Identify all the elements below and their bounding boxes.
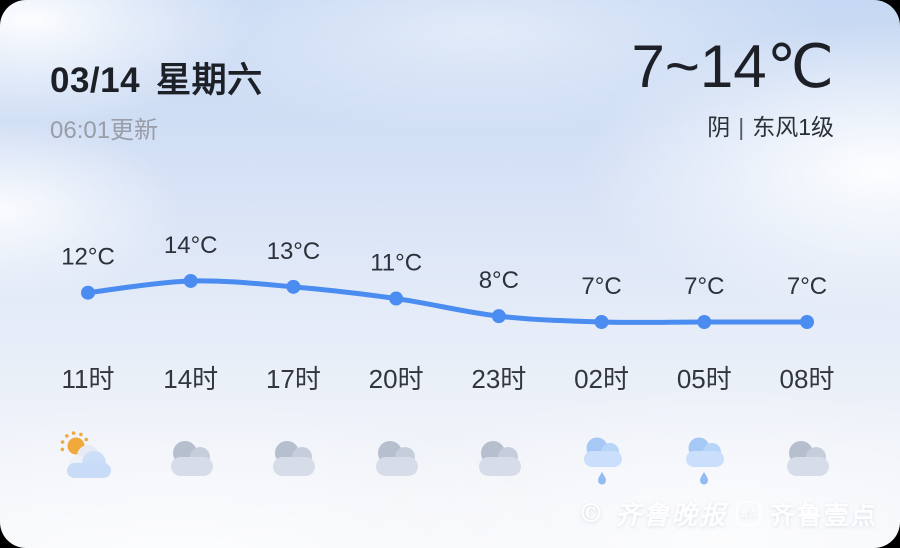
temp-label: 14°C [164,232,218,259]
weather-icon-cell [159,428,223,490]
cloudy-icon [376,441,419,476]
temp-point [697,315,712,329]
time-label: 23时 [471,364,527,394]
yidian-badge-icon: 壹点 [735,501,761,526]
copyright-icon: © [577,498,606,529]
time-label: 17时 [265,364,321,394]
temp-point [491,309,506,324]
temp-label: 8°C [479,267,519,294]
condition-line: 阴 | 东风1级 [707,108,834,142]
temp-label: 7°C [787,273,827,300]
temp-label: 7°C [581,273,621,300]
weather-icon-cell [56,428,120,490]
condition: 阴 [707,114,731,140]
weather-icon-cell [672,428,736,490]
wind: 东风1级 [752,114,834,140]
time-label: 08时 [779,364,835,394]
temp-label: 11°C [370,250,422,277]
time-label: 02时 [574,364,630,394]
temp-point [389,291,404,306]
weekday: 星期六 [156,61,263,100]
time-axis: 11时 14时 17时 20时 23时 02时 05时 08时 [0,362,900,396]
weather-icon-cell [261,428,325,490]
cloudy-icon [273,441,316,476]
temperature-chart: 12°C 14°C 13°C 11°C 8°C 7°C 7°C 7°C [61,232,827,329]
weather-icon-cell [775,428,839,490]
date: 03/14 [50,61,141,100]
cloudy-icon [787,441,829,476]
watermark: © 齐鲁晚报 壹点 齐鲁壹点 [578,495,878,532]
temp-point [81,285,95,300]
temp-label: 7°C [684,273,724,300]
weather-icons-row [0,428,900,490]
temp-range: 7~14℃ [631,33,834,100]
update-time: 06:01更新 [50,117,159,144]
temp-label: 12°C [61,244,115,271]
paper-name: 齐鲁晚报 [614,501,727,531]
temperature-line [85,278,810,325]
temp-point [800,315,814,329]
light-rain-icon [686,437,725,485]
weather-icon-cell [570,428,634,490]
temp-label: 13°C [267,238,321,265]
brand-name: 齐鲁壹点 [769,501,878,530]
weather-icon-cell [364,428,428,490]
temp-point [594,315,609,329]
cloudy-icon [478,441,521,476]
temp-point [183,273,198,288]
time-label: 14时 [163,364,219,394]
date-line: 03/14 星期六 [50,52,263,103]
time-label: 11时 [61,364,115,394]
time-label: 20时 [368,364,424,394]
light-rain-icon [583,437,622,485]
temp-point [286,279,301,294]
partly-cloudy-icon [60,431,111,478]
cloudy-icon [170,441,213,476]
weather-icon-cell [467,428,531,490]
time-label: 05时 [676,364,732,394]
condition-divider: | [738,114,745,140]
